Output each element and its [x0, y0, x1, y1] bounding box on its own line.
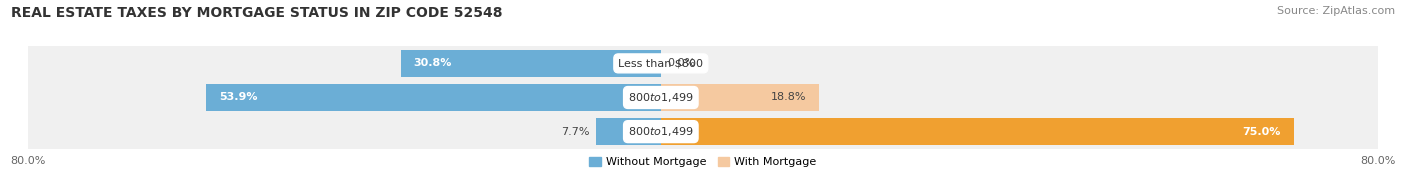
Bar — [401, 50, 661, 77]
Bar — [28, 80, 1378, 115]
Text: Less than $800: Less than $800 — [619, 58, 703, 68]
Bar — [28, 115, 1378, 149]
Text: 18.8%: 18.8% — [772, 92, 807, 103]
Text: $800 to $1,499: $800 to $1,499 — [628, 91, 693, 104]
Text: REAL ESTATE TAXES BY MORTGAGE STATUS IN ZIP CODE 52548: REAL ESTATE TAXES BY MORTGAGE STATUS IN … — [11, 6, 503, 20]
Bar — [28, 46, 1378, 80]
Bar — [661, 118, 1294, 145]
Text: 53.9%: 53.9% — [219, 92, 257, 103]
Text: 0.0%: 0.0% — [668, 58, 696, 68]
Text: 7.7%: 7.7% — [561, 127, 589, 137]
Text: Source: ZipAtlas.com: Source: ZipAtlas.com — [1277, 6, 1395, 16]
Text: $800 to $1,499: $800 to $1,499 — [628, 125, 693, 138]
Bar — [207, 84, 661, 111]
Bar — [596, 118, 661, 145]
Text: 75.0%: 75.0% — [1243, 127, 1281, 137]
Text: 30.8%: 30.8% — [413, 58, 451, 68]
Bar — [661, 84, 820, 111]
Legend: Without Mortgage, With Mortgage: Without Mortgage, With Mortgage — [585, 152, 821, 172]
